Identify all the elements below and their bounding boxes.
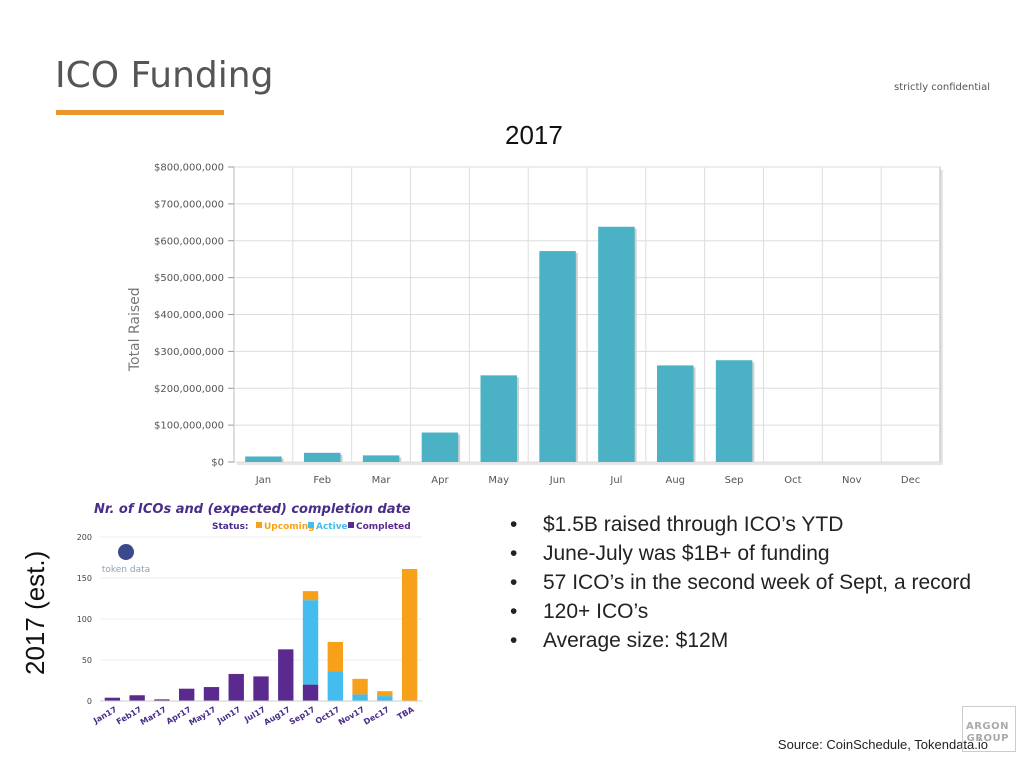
token-data-icon: [118, 544, 134, 560]
bar-segment-upcoming: [401, 568, 418, 701]
bar: [362, 455, 400, 462]
legend-swatch: [308, 522, 314, 528]
x-tick-label: Sep17: [288, 705, 317, 727]
monthly-raised-chart: $0 $100,000,000 $200,000,000 $300,000,000 $4…: [127, 163, 943, 486]
y-tick-label: 50: [82, 656, 92, 665]
x-tick-label: Jan: [255, 475, 271, 486]
bar-segment-active: [327, 671, 343, 701]
x-tick-label: Sep: [725, 475, 744, 486]
bullet-item: June-July was $1B+ of funding: [510, 539, 971, 568]
x-tick-label: TBA: [396, 705, 417, 722]
bullet-item: 57 ICO’s in the second week of Sept, a r…: [510, 568, 971, 597]
key-facts-list: $1.5B raised through ICO’s YTD June-July…: [510, 510, 971, 655]
bar: [480, 375, 517, 462]
bar-segment-completed: [278, 649, 294, 701]
logo-line-2: GROUP: [966, 733, 1009, 744]
legend-swatch: [256, 522, 262, 528]
side-year-label: 2017 (est.): [20, 550, 50, 675]
chart-year-title: 2017: [505, 120, 563, 150]
bar-segment-active: [352, 694, 368, 701]
x-tick-label: Nov: [842, 475, 862, 486]
legend-label: Active: [316, 522, 348, 532]
title-underline: [56, 110, 224, 115]
x-tick-label: Nov17: [337, 705, 366, 727]
x-tick-label: Feb: [313, 475, 331, 486]
x-tick-label: Mar17: [139, 705, 168, 727]
bar: [421, 432, 459, 462]
x-tick-label: Feb17: [115, 705, 143, 727]
logo-line-1: ARGON: [965, 721, 1009, 732]
y-tick-label: $200,000,000: [154, 384, 224, 395]
bullet-item: $1.5B raised through ICO’s YTD: [510, 510, 971, 539]
y-tick-label: $400,000,000: [154, 310, 224, 321]
bullet-item: Average size: $12M: [510, 626, 971, 655]
y-tick-label: $300,000,000: [154, 347, 224, 358]
y-tick-label: 150: [77, 574, 92, 583]
bar-segment-upcoming: [377, 691, 393, 697]
y-tick-label: $100,000,000: [154, 421, 224, 432]
legend-heading: Status:: [212, 522, 249, 532]
argon-group-logo: ARGON GROUP: [962, 706, 1016, 752]
x-tick-label: May: [488, 475, 509, 486]
y-tick-label: 200: [77, 533, 92, 542]
source-note: Source: CoinSchedule, Tokendata.io: [777, 737, 988, 752]
bar-segment-upcoming: [327, 641, 343, 672]
bar: [657, 365, 694, 462]
x-tick-label: Mar: [372, 475, 392, 486]
slide-title: ICO Funding: [55, 55, 274, 96]
x-tick-label: Dec: [901, 475, 920, 486]
x-tick-label: Apr: [431, 475, 449, 486]
bar-segment-upcoming: [302, 591, 319, 601]
bar-segment-upcoming: [352, 678, 368, 695]
bullet-item: 120+ ICO’s: [510, 597, 971, 626]
y-tick-label: $700,000,000: [154, 199, 224, 210]
x-tick-label: Jun17: [215, 705, 242, 726]
y-tick-label: $0: [211, 458, 224, 469]
bar-segment-active: [377, 696, 393, 701]
bar-segment-completed: [302, 684, 319, 701]
x-tick-label: May17: [187, 705, 217, 728]
y-axis-label: Total Raised: [127, 287, 143, 372]
bar: [715, 360, 753, 462]
legend-swatch: [348, 522, 354, 528]
x-tick-label: Aug: [665, 475, 685, 486]
bar-segment-completed: [228, 673, 244, 701]
ico-count-chart: Nr. of ICOs and (expected) completion da…: [77, 502, 422, 728]
y-tick-label: $600,000,000: [154, 236, 224, 247]
x-tick-label: Jan17: [91, 705, 118, 726]
y-tick-label: 100: [77, 615, 92, 624]
bar-segment-completed: [154, 699, 170, 701]
x-tick-label: Dec17: [362, 705, 391, 727]
bar-segment-active: [302, 600, 319, 685]
confidential-label: strictly confidential: [893, 82, 990, 93]
x-tick-label: Aug17: [262, 705, 291, 727]
bar-segment-completed: [203, 687, 220, 701]
legend-label: Upcoming: [264, 522, 315, 532]
x-tick-label: Jun: [549, 475, 566, 486]
bar-segment-completed: [104, 697, 121, 701]
chart2-title: Nr. of ICOs and (expected) completion da…: [94, 502, 411, 517]
bar-segment-completed: [253, 676, 269, 701]
y-tick-label: $500,000,000: [154, 273, 224, 284]
bar: [598, 226, 635, 462]
y-tick-label: $800,000,000: [154, 163, 224, 174]
x-tick-label: Oct17: [314, 705, 341, 726]
token-data-watermark: token data: [102, 565, 150, 575]
bar: [304, 452, 341, 462]
bar: [539, 251, 576, 462]
x-tick-label: Jul: [609, 475, 622, 486]
bar-segment-completed: [179, 688, 195, 701]
x-tick-label: Oct: [784, 475, 801, 486]
legend-label: Completed: [356, 522, 411, 532]
bar-segment-completed: [129, 695, 145, 701]
bar: [245, 456, 282, 462]
y-tick-label: 0: [87, 697, 92, 706]
